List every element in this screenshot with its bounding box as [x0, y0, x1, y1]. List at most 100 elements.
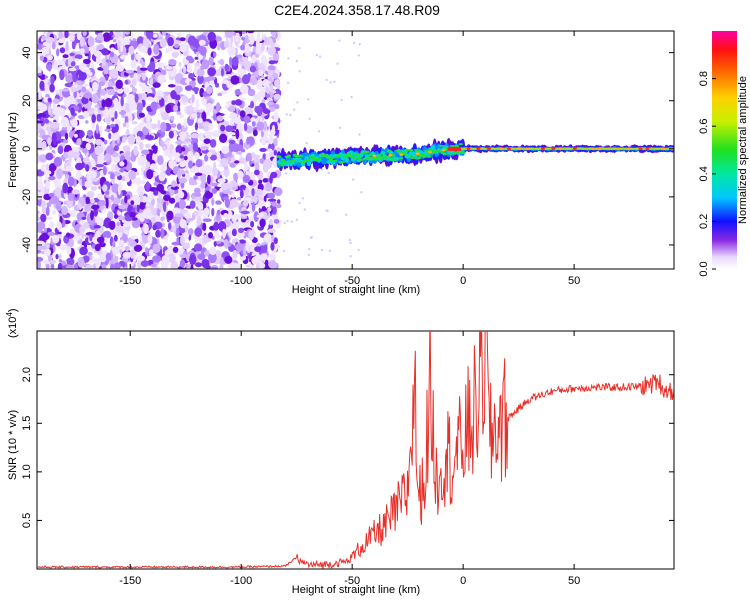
noise-blob — [122, 252, 132, 258]
noise-blob — [307, 253, 311, 257]
noise-blob — [62, 182, 69, 194]
noise-blob — [111, 126, 117, 134]
noise-blob — [179, 259, 186, 268]
noise-blob — [184, 211, 191, 220]
noise-blob — [224, 31, 234, 38]
noise-blob — [85, 120, 89, 124]
ridge-hotspot — [388, 153, 393, 157]
noise-blob — [255, 39, 260, 50]
noise-blob — [196, 68, 205, 77]
noise-blob — [206, 86, 213, 94]
noise-blob — [136, 130, 144, 138]
noise-blob — [185, 105, 195, 116]
noise-blob — [179, 163, 186, 168]
noise-blob — [167, 70, 177, 77]
noise-blob — [188, 160, 193, 169]
noise-blob — [272, 205, 277, 215]
noise-blob — [228, 132, 237, 136]
noise-blob — [37, 105, 41, 110]
noise-blob — [197, 253, 206, 260]
noise-blob — [200, 173, 207, 184]
noise-blob — [268, 218, 273, 226]
noise-blob — [298, 201, 301, 205]
ridge-hotspot — [525, 147, 530, 151]
noise-blob — [249, 34, 255, 45]
noise-blob — [204, 154, 209, 162]
noise-blob — [268, 56, 273, 61]
noise-blob — [234, 144, 244, 152]
noise-blob — [235, 128, 240, 140]
noise-blob — [160, 121, 167, 133]
noise-blob — [165, 47, 170, 54]
noise-blob — [46, 202, 52, 208]
ridge-cell — [438, 144, 443, 147]
noise-blob — [270, 241, 275, 251]
noise-blob — [309, 236, 313, 240]
noise-blob — [239, 110, 246, 118]
noise-blob — [91, 204, 100, 210]
noise-blob — [198, 132, 204, 142]
noise-blob — [98, 185, 102, 190]
y-tick-label: 2.0 — [21, 367, 33, 382]
noise-blob — [77, 169, 81, 177]
noise-blob — [88, 108, 94, 115]
noise-blob — [203, 207, 210, 217]
noise-blob — [152, 152, 158, 163]
noise-blob — [49, 83, 55, 93]
noise-blob — [164, 94, 169, 103]
noise-blob — [146, 154, 150, 161]
noise-blob — [71, 189, 80, 195]
colorbar-tick-label: 0.8 — [698, 71, 710, 86]
noise-blob — [206, 151, 212, 158]
noise-blob — [194, 187, 201, 195]
noise-blob — [214, 230, 220, 239]
noise-blob — [160, 139, 164, 148]
noise-blob — [137, 155, 146, 167]
noise-blob — [116, 221, 120, 226]
noise-blob — [163, 149, 171, 157]
noise-blob — [216, 209, 221, 215]
noise-blob — [37, 256, 44, 262]
noise-blob — [231, 228, 237, 237]
noise-blob — [55, 59, 64, 66]
noise-blob — [239, 58, 243, 63]
noise-blob — [114, 214, 118, 219]
noise-blob — [266, 102, 274, 106]
noise-blob — [263, 109, 271, 115]
noise-blob — [108, 132, 112, 140]
noise-blob — [249, 65, 256, 73]
noise-blob — [37, 72, 43, 76]
snr-ticks: -150 -100 -50 0 500.51.01.52.0 — [21, 331, 674, 587]
noise-blob — [108, 220, 116, 230]
noise-blob — [48, 192, 55, 197]
noise-blob — [112, 197, 121, 205]
ridge-hotspot — [517, 147, 522, 151]
ridge-cell — [336, 153, 342, 156]
noise-blob — [110, 173, 115, 180]
noise-blob — [220, 145, 230, 154]
noise-blob — [62, 88, 69, 92]
noise-blob — [63, 139, 69, 144]
noise-blob — [128, 170, 136, 180]
noise-blob — [210, 182, 219, 186]
noise-blob — [194, 152, 200, 160]
noise-blob — [110, 133, 119, 141]
noise-blob — [120, 266, 124, 269]
noise-blob — [102, 32, 111, 42]
noise-blob — [159, 97, 165, 107]
noise-blob — [40, 213, 47, 223]
noise-blob — [155, 132, 162, 137]
noise-blob — [65, 74, 74, 83]
noise-blob — [145, 161, 151, 168]
noise-blob — [360, 191, 363, 194]
noise-blob — [45, 126, 50, 131]
noise-blob — [163, 146, 167, 150]
ridge-cell — [358, 158, 363, 162]
noise-blob — [93, 225, 101, 229]
noise-blob — [179, 113, 184, 119]
noise-blob — [105, 252, 112, 262]
noise-blob — [48, 176, 56, 181]
noise-blob — [157, 155, 164, 166]
noise-blob — [81, 175, 85, 187]
noise-blob — [209, 139, 217, 148]
